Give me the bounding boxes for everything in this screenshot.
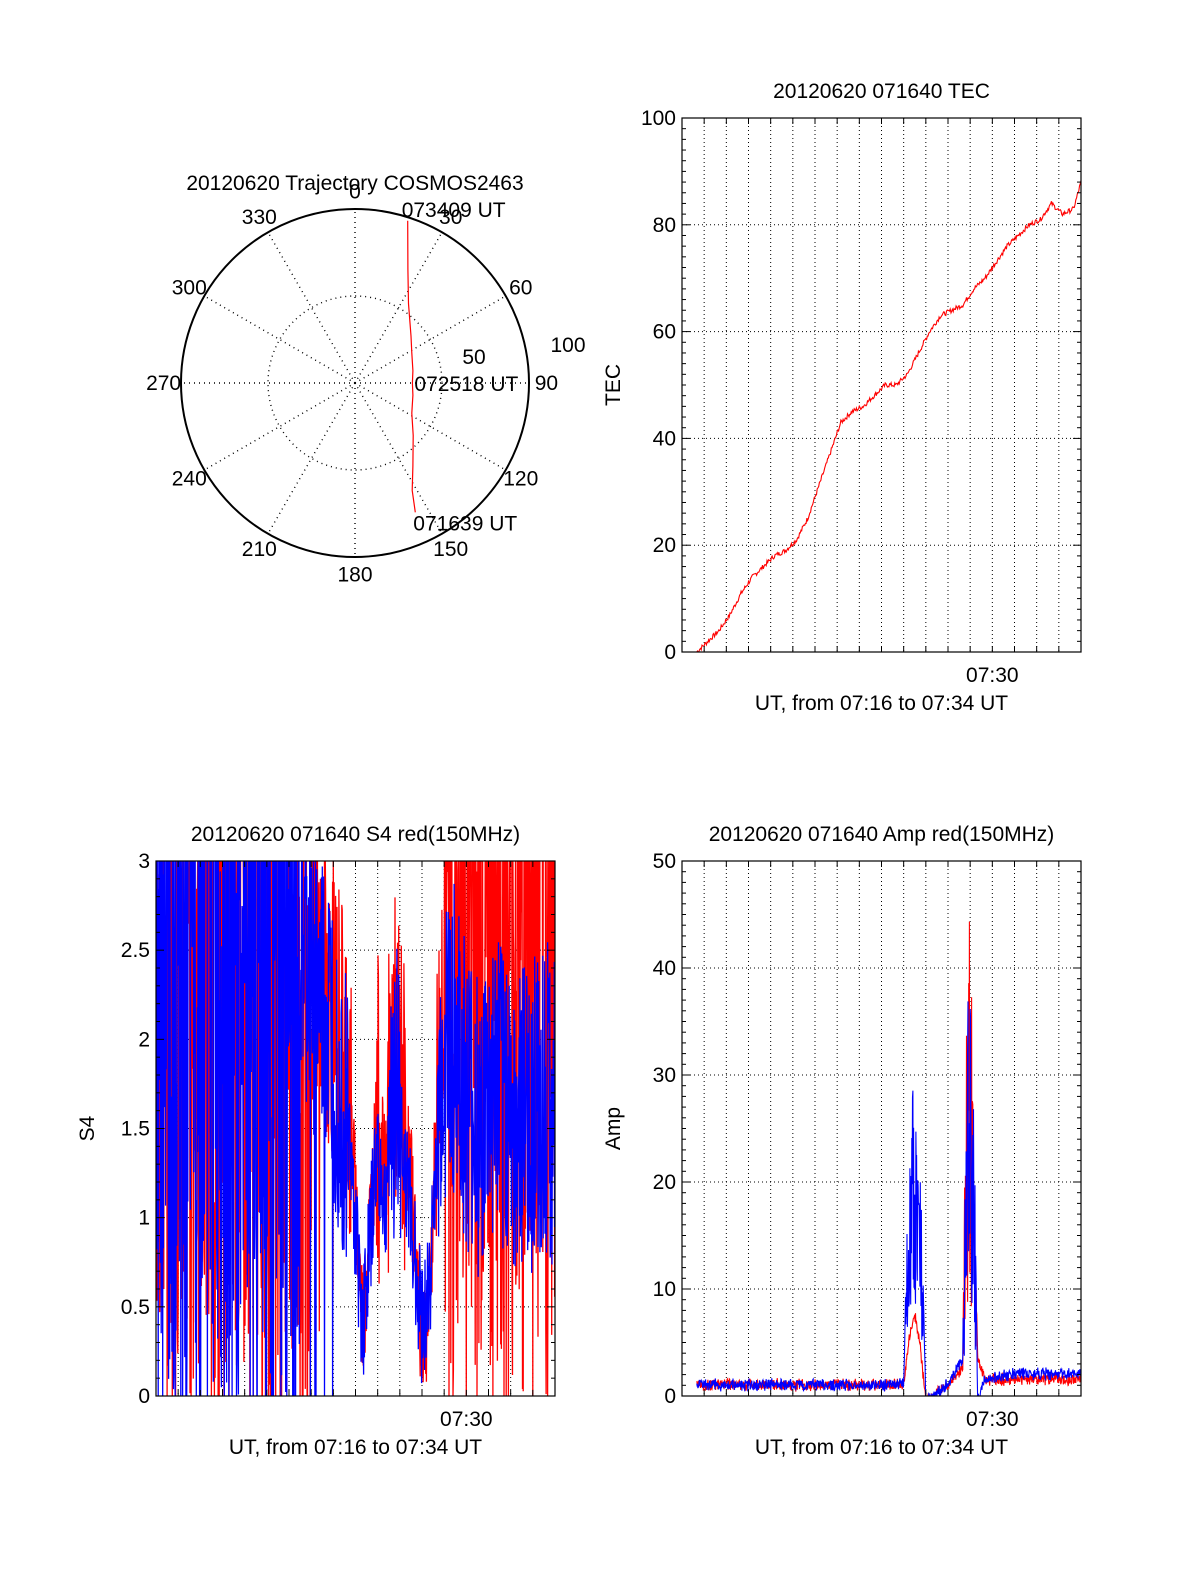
polar-spoke <box>267 382 356 535</box>
azimuth-label: 240 <box>172 468 207 491</box>
chart-title: 20120620 071640 Amp red(150MHz) <box>709 823 1055 846</box>
polar-grid-circle <box>267 295 443 471</box>
trajectory-annotation: 073409 UT <box>402 199 506 222</box>
y-tick-label: 50 <box>653 850 676 873</box>
y-axis-label: S4 <box>76 1115 99 1141</box>
y-axis-label: Amp <box>602 1107 625 1150</box>
series-group <box>156 861 555 1396</box>
chart-title: 20120620 071640 S4 red(150MHz) <box>191 823 520 846</box>
y-tick-label: 20 <box>653 1171 676 1194</box>
azimuth-label: 150 <box>433 538 468 561</box>
s4-chart: 0 0.5 1 1.5 2 2.5 3 07:30 20120620 071640 S4 red… <box>76 823 556 1459</box>
y-tick-label: 1.5 <box>121 1118 150 1141</box>
chart-title: 20120620 Trajectory COSMOS2463 <box>186 172 523 195</box>
series-line-blue <box>156 861 555 1396</box>
polar-spoke <box>354 382 507 471</box>
y-tick-label: 10 <box>653 1278 676 1301</box>
azimuth-label: 0 <box>349 181 361 204</box>
polar-spoke <box>203 382 356 471</box>
y-tick-label: 0 <box>664 1385 676 1408</box>
polar-spoke <box>354 382 443 535</box>
x-tick-label: 07:30 <box>966 1408 1019 1431</box>
x-tick-label: 07:30 <box>966 664 1019 687</box>
y-tick-label: 40 <box>653 957 676 980</box>
polar-spoke <box>203 295 356 384</box>
polar-trajectory-chart: 0 30 60 90 120 150 180 210 240 270 300 330 50 100 0734… <box>146 172 585 586</box>
x-axis-label: UT, from 07:16 to 07:34 UT <box>755 692 1008 715</box>
polar-spoke <box>354 295 507 384</box>
trajectory-line <box>407 220 416 513</box>
y-tick-label: 1 <box>138 1207 150 1230</box>
azimuth-label: 330 <box>242 206 277 229</box>
trajectory-annotation: 072518 UT <box>414 373 518 396</box>
y-tick-label: 0 <box>664 641 676 664</box>
tec-chart: 0 20 40 60 80 100 07:30 20120620 071640 TEC UT, … <box>602 80 1082 715</box>
series-line-red <box>696 921 1081 1396</box>
azimuth-label: 120 <box>503 468 538 491</box>
x-axis-label: UT, from 07:16 to 07:34 UT <box>229 1436 482 1459</box>
series-line-blue <box>696 1001 1081 1396</box>
chart-title: 20120620 071640 TEC <box>773 80 990 103</box>
x-axis-label: UT, from 07:16 to 07:34 UT <box>755 1436 1008 1459</box>
y-tick-label: 2 <box>138 1028 150 1051</box>
y-tick-label: 0.5 <box>121 1296 150 1319</box>
y-tick-label: 30 <box>653 1064 676 1087</box>
trajectory-annotation: 071639 UT <box>413 512 517 535</box>
y-axis-label: TEC <box>602 364 625 406</box>
y-tick-label: 3 <box>138 850 150 873</box>
y-tick-label: 40 <box>653 427 676 450</box>
y-tick-label: 2.5 <box>121 939 150 962</box>
polar-spoke <box>354 231 443 384</box>
amp-chart: 0 10 20 30 40 50 07:30 20120620 071640 Amp red(… <box>602 823 1082 1459</box>
azimuth-label: 90 <box>535 372 558 395</box>
y-tick-label: 80 <box>653 214 676 237</box>
radial-label: 50 <box>462 346 485 369</box>
series-group <box>696 180 1081 652</box>
azimuth-label: 30 <box>439 206 462 229</box>
azimuth-label: 270 <box>146 372 181 395</box>
azimuth-label: 60 <box>509 276 532 299</box>
x-tick-label: 07:30 <box>440 1408 493 1431</box>
y-tick-label: 100 <box>641 107 676 130</box>
y-tick-label: 60 <box>653 321 676 344</box>
y-tick-label: 0 <box>138 1385 150 1408</box>
polar-spoke <box>267 231 356 384</box>
radial-label: 100 <box>550 334 585 357</box>
y-tick-label: 20 <box>653 534 676 557</box>
azimuth-label: 210 <box>242 538 277 561</box>
series-line-red <box>696 180 1081 652</box>
series-group <box>696 921 1081 1396</box>
azimuth-label: 180 <box>337 563 372 586</box>
polar-outer-circle <box>180 208 530 558</box>
azimuth-label: 300 <box>172 276 207 299</box>
